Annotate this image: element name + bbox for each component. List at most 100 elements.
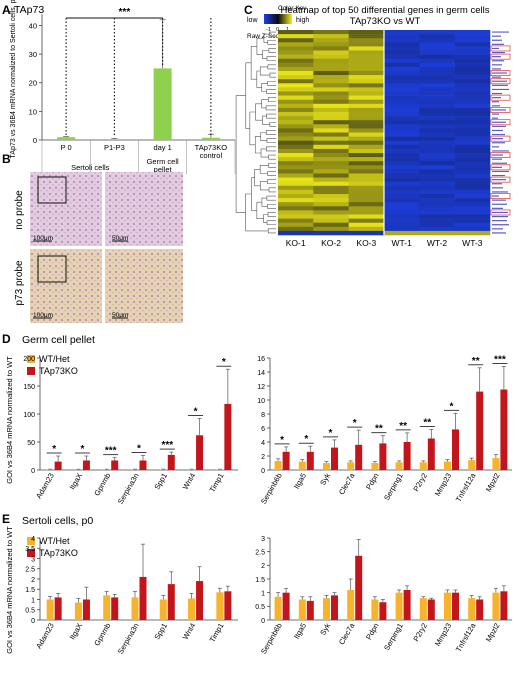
heatmap-cell <box>313 157 349 162</box>
heatmap-cell <box>348 91 385 96</box>
heatmap-cell <box>278 222 314 228</box>
bar-tap73ko <box>167 454 175 470</box>
heatmap-cell <box>348 34 385 39</box>
heatmap-cell <box>313 177 349 182</box>
heatmap-cell <box>313 206 349 211</box>
tissue-no-probe-high <box>105 172 183 246</box>
heatmap-cell <box>278 140 314 146</box>
heatmap-cell <box>348 230 385 236</box>
heatmap-cell <box>278 58 314 64</box>
heatmap-cell <box>384 202 420 207</box>
heatmap-cell <box>348 144 385 150</box>
dendrogram-branch <box>267 171 276 176</box>
heatmap-cell <box>384 87 420 92</box>
heatmap-cell <box>454 185 491 191</box>
bar-tap73ko <box>500 591 508 620</box>
bar-tap73ko <box>427 599 435 620</box>
heatmap-cell <box>278 169 314 174</box>
heatmap-cell <box>384 116 420 121</box>
bar-tap73ko <box>82 460 90 470</box>
x-tick-label: Serpinb6b <box>259 472 284 506</box>
heatmap-cell <box>419 87 455 92</box>
heatmap-cell <box>419 34 455 39</box>
scalebar-label: 50μm <box>112 312 128 319</box>
y-tick-label: 0.5 <box>25 608 35 615</box>
heatmap-cell <box>348 210 385 215</box>
heatmap-cell <box>278 124 314 129</box>
dendrogram-branch <box>267 39 276 45</box>
heatmap-cell <box>348 198 385 203</box>
panel-c-heatmap: Heatmap of top 50 differential genes in … <box>235 5 511 248</box>
heatmap-cell <box>348 103 385 109</box>
bar-wt-het <box>468 460 476 470</box>
gene-highlight-box <box>490 94 511 101</box>
dendrogram-branch <box>269 121 276 127</box>
significance-label: *** <box>161 440 173 451</box>
significance-label: * <box>80 444 84 455</box>
heatmap-cell <box>384 144 420 150</box>
heatmap-cell <box>454 222 491 228</box>
group-label: pellet <box>154 165 173 174</box>
panel-b-histology: no probe p73 probe 100μm 50μm 100μm 50μm <box>14 172 183 323</box>
heatmap-cell <box>278 230 314 236</box>
heatmap-cell <box>419 116 455 121</box>
heatmap-cell <box>384 189 420 195</box>
heatmap-cell <box>313 144 349 150</box>
x-tick-label: P2ry2 <box>411 622 429 643</box>
bar-tap73ko <box>282 451 290 470</box>
heatmap-cell <box>419 58 455 64</box>
heatmap-cell <box>384 194 420 199</box>
bar-wt-het <box>188 469 196 470</box>
heatmap-cell <box>384 71 420 76</box>
bar-wt-het <box>74 469 82 470</box>
heatmap-subtitle: TAp73KO vs WT <box>350 16 421 27</box>
dendrogram-branch <box>245 62 252 129</box>
heatmap-cell <box>313 83 349 88</box>
heatmap-cell <box>384 136 420 141</box>
heatmap-cell <box>384 107 420 113</box>
heatmap-cell <box>348 75 385 80</box>
dendrogram-branch <box>263 33 270 43</box>
heatmap-cell <box>454 144 491 150</box>
heatmap-cell <box>348 181 385 187</box>
y-tick-label: 0 <box>33 136 37 145</box>
bar-wt-het <box>395 592 403 620</box>
panel-a-title: TAp73 <box>14 4 44 16</box>
y-tick-label: 0 <box>261 618 265 625</box>
dendrogram-branch <box>266 146 276 152</box>
heatmap-cell <box>419 95 455 100</box>
heatmap-cell <box>313 218 349 223</box>
heatmap-cell <box>454 34 491 39</box>
y-tick-label: 1.5 <box>255 577 265 584</box>
color-key-label: Color Key <box>278 5 307 12</box>
heatmap-cell <box>384 62 420 68</box>
heatmap-cell <box>348 83 385 88</box>
heatmap-cell <box>454 66 491 72</box>
scalebar-label: 50μm <box>112 235 128 242</box>
dendrogram-branch <box>245 193 269 232</box>
heatmap-cell <box>384 34 420 39</box>
significance-label: *** <box>494 354 506 365</box>
heatmap-cell <box>313 226 349 232</box>
heatmap-cell <box>454 50 491 55</box>
dendrogram-branch <box>265 130 276 135</box>
bar-wt-het <box>444 592 451 620</box>
heatmap-cell <box>348 136 385 141</box>
significance-label: * <box>194 406 198 417</box>
significance-label: * <box>450 401 454 412</box>
x-tick-label: TAp73KO <box>195 143 228 152</box>
gene-highlight-box <box>490 193 511 199</box>
legend-swatch-wt <box>27 355 35 363</box>
heatmap-cell <box>384 95 420 100</box>
heatmap-cell <box>348 132 385 137</box>
dendrogram-branch <box>251 177 257 211</box>
heatmap-cell <box>454 128 491 133</box>
significance-label: *** <box>119 7 131 18</box>
bar-wt-het <box>216 592 224 620</box>
x-tick-label: Timp1 <box>208 622 226 644</box>
y-tick-label: 2.5 <box>25 567 35 574</box>
heatmap-cell <box>384 181 420 187</box>
dendrogram-branch <box>261 99 269 109</box>
y-tick-label: 2 <box>261 563 265 570</box>
x-tick-label: Serpina3n <box>116 622 141 656</box>
